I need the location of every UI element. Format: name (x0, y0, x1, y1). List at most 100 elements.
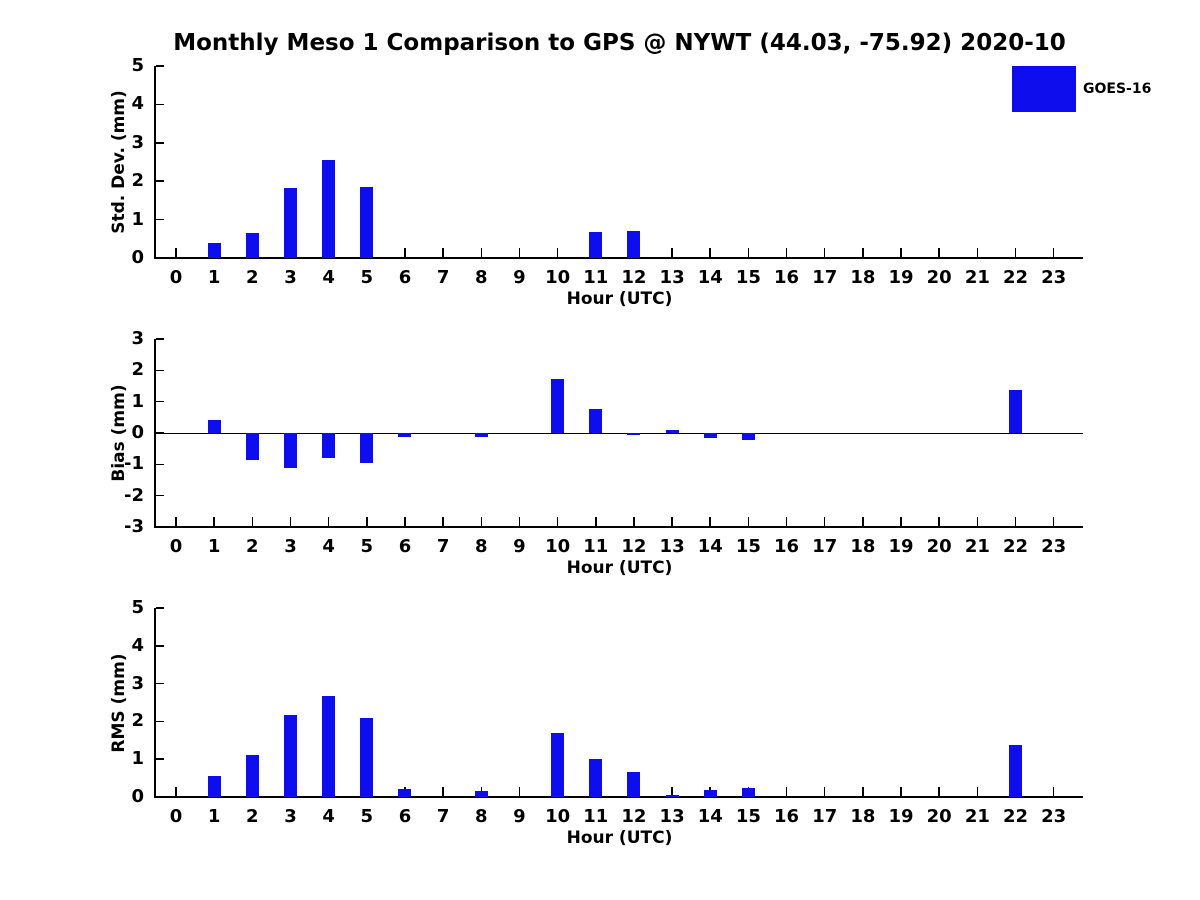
x-tick-label: 19 (888, 806, 914, 827)
bar-hour-2 (245, 754, 259, 797)
x-axis-title: Hour (UTC) (566, 828, 673, 848)
x-tick-label: 23 (1041, 267, 1067, 288)
x-tick-label: 6 (398, 806, 412, 827)
bar-hour-15 (741, 433, 755, 440)
bar-hour-1 (207, 776, 221, 797)
x-tick (251, 517, 254, 526)
x-tick-label: 17 (812, 267, 838, 288)
y-tick-label: 4 (131, 93, 144, 115)
x-axis-spine (154, 526, 1083, 528)
y-tick (156, 142, 164, 144)
x-tick-label: 1 (207, 536, 221, 557)
x-tick-label: 4 (322, 536, 335, 557)
x-tick (1052, 517, 1055, 526)
y-tick (156, 369, 164, 372)
x-tick (938, 248, 940, 257)
x-tick (900, 787, 902, 796)
x-tick-label: 4 (322, 267, 335, 288)
x-tick (1052, 787, 1055, 796)
x-tick (1052, 248, 1055, 257)
x-tick-label: 16 (774, 536, 800, 557)
legend: GOES-16 (1012, 66, 1192, 112)
x-tick-label: 22 (1002, 536, 1029, 557)
x-tick-label: 10 (545, 536, 571, 557)
x-tick (976, 787, 979, 796)
x-tick-label: 14 (697, 806, 723, 827)
x-tick (1014, 517, 1017, 526)
x-tick-label: 4 (322, 806, 335, 827)
bar-hour-11 (589, 759, 603, 797)
x-tick-label: 22 (1002, 806, 1029, 827)
x-tick-label: 20 (926, 267, 952, 288)
x-tick-label: 3 (284, 267, 297, 288)
x-tick (366, 517, 368, 526)
x-tick-label: 16 (774, 267, 800, 288)
bar-hour-4 (322, 159, 336, 258)
y-axis-spine (154, 339, 156, 528)
x-tick-label: 23 (1041, 806, 1067, 827)
y-tick (156, 526, 164, 528)
y-axis-title: Std. Dev. (mm) (109, 90, 129, 234)
x-tick-label: 11 (583, 536, 609, 557)
x-tick (404, 248, 406, 257)
x-tick-label: 18 (850, 267, 876, 288)
y-tick-label: 3 (131, 672, 144, 694)
x-tick-label: 5 (360, 536, 374, 557)
x-tick-label: 16 (774, 806, 800, 827)
x-tick-label: 2 (246, 267, 259, 288)
y-tick (156, 400, 164, 403)
x-tick-label: 0 (169, 536, 183, 557)
x-tick (175, 517, 177, 526)
x-tick-label: 7 (436, 267, 450, 288)
x-tick (327, 517, 330, 526)
x-tick-label: 19 (888, 536, 914, 557)
x-tick (556, 248, 559, 257)
x-tick (671, 787, 673, 796)
bar-hour-11 (589, 408, 603, 433)
x-tick (785, 517, 788, 526)
x-tick (900, 248, 902, 257)
bar-hour-12 (627, 433, 641, 435)
x-tick-label: 15 (735, 536, 761, 557)
x-tick-label: 9 (513, 267, 526, 288)
x-tick (518, 517, 521, 526)
x-tick-label: 0 (169, 806, 183, 827)
y-tick-label: -2 (124, 484, 144, 506)
bar-hour-3 (283, 433, 297, 469)
zero-line (156, 432, 1083, 434)
x-tick (442, 517, 444, 526)
x-tick (823, 248, 826, 257)
y-tick (156, 645, 164, 647)
bar-hour-6 (398, 789, 412, 797)
bar-hour-5 (360, 717, 374, 797)
bar-hour-22 (1009, 390, 1023, 433)
x-tick-label: 17 (812, 536, 838, 557)
x-tick (862, 517, 864, 526)
x-tick (976, 248, 979, 257)
bar-hour-13 (665, 794, 679, 797)
x-tick-label: 17 (812, 806, 838, 827)
x-tick-label: 10 (545, 267, 571, 288)
x-tick (862, 787, 864, 796)
x-tick (747, 248, 750, 257)
x-tick-label: 20 (926, 806, 952, 827)
y-tick-label: 0 (131, 422, 144, 443)
y-tick (156, 494, 164, 497)
x-tick-label: 11 (583, 267, 609, 288)
bar-hour-3 (283, 715, 297, 797)
x-tick-label: 2 (246, 806, 259, 827)
chart-title: Monthly Meso 1 Comparison to GPS @ NYWT … (173, 30, 1066, 56)
bar-hour-1 (207, 419, 221, 433)
x-tick-label: 7 (436, 536, 450, 557)
x-tick (633, 517, 635, 526)
x-tick-label: 22 (1002, 267, 1029, 288)
x-tick-label: 3 (284, 536, 297, 557)
x-tick-label: 7 (436, 806, 450, 827)
x-tick (289, 517, 292, 526)
bar-hour-12 (627, 772, 641, 797)
y-tick (156, 607, 164, 609)
x-tick-label: 3 (284, 806, 297, 827)
x-tick (1014, 248, 1017, 257)
x-tick-label: 1 (207, 267, 221, 288)
x-tick (442, 248, 444, 257)
